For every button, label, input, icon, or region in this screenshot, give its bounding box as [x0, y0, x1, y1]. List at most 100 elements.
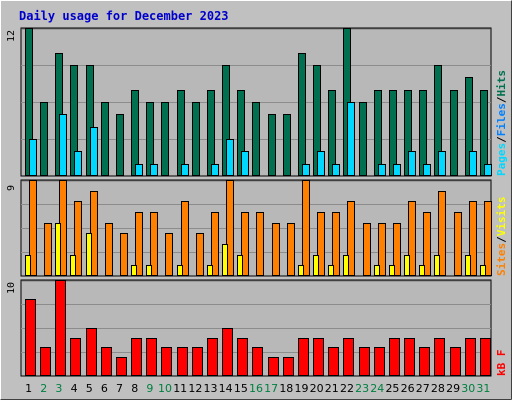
x-tick-label-day-17: 17 [264, 382, 278, 395]
kb-f-bar-day-24 [374, 347, 385, 376]
kb-f-bar-day-11 [177, 347, 188, 376]
sites-bar-day-4 [74, 201, 82, 276]
hits-bar-day-7 [116, 114, 124, 176]
kb-f-bar-day-4 [70, 338, 81, 376]
pages-bar-day-25 [393, 164, 401, 176]
panel-pages-files-hits: 12 [6, 27, 492, 177]
pages-bar-day-24 [378, 164, 386, 176]
hits-bar-day-23 [359, 102, 367, 176]
sites-bar-day-8 [135, 212, 143, 276]
x-tick-label-day-11: 11 [173, 382, 187, 395]
sites-bar-day-23 [363, 223, 371, 276]
pages-bar-day-19 [302, 164, 310, 176]
x-tick-label-day-7: 7 [116, 382, 123, 395]
x-tick-label-day-13: 13 [204, 382, 218, 395]
legend-kb-f-part [495, 356, 508, 363]
visits-bar-day-26 [404, 255, 410, 276]
legend-pages-files-hits-part: Pages [495, 143, 508, 176]
pages-bar-day-4 [74, 151, 82, 176]
x-tick-label-day-18: 18 [279, 382, 293, 395]
kb-f-bar-day-5 [86, 328, 97, 376]
visits-bar-day-13 [207, 265, 213, 276]
visits-bar-day-25 [389, 265, 395, 276]
kb-f-bar-day-26 [404, 338, 415, 376]
x-tick-label-day-25: 25 [385, 382, 399, 395]
x-tick-label-day-29: 29 [446, 382, 460, 395]
kb-f-bar-day-25 [389, 338, 400, 376]
sites-bar-day-16 [256, 212, 264, 276]
x-tick-label-day-28: 28 [431, 382, 445, 395]
x-tick-label-day-10: 10 [158, 382, 172, 395]
sites-bar-day-14 [226, 180, 234, 276]
hits-bar-day-12 [192, 102, 200, 176]
legend-pages-files-hits: Pages/Files/Hits [495, 70, 508, 176]
hits-bar-day-13 [207, 90, 215, 176]
sites-bar-day-7 [120, 233, 128, 276]
x-tick-label-day-2: 2 [40, 382, 47, 395]
hits-bar-day-18 [283, 114, 291, 176]
sites-bar-day-6 [105, 223, 113, 276]
kb-f-bar-day-3 [55, 280, 66, 376]
x-tick-label-day-6: 6 [101, 382, 108, 395]
x-tick-label-day-5: 5 [86, 382, 93, 395]
sites-bar-day-20 [317, 212, 325, 276]
hits-bar-day-31 [480, 90, 488, 176]
kb-f-bar-day-19 [298, 338, 309, 376]
hits-bar-day-10 [161, 102, 169, 176]
x-tick-label-day-3: 3 [55, 382, 62, 395]
y-axis-max-label: 9 [6, 185, 17, 191]
y-axis-max-label: 12 [6, 30, 17, 42]
sites-bar-day-28 [438, 191, 446, 276]
kb-f-bar-day-20 [313, 338, 324, 376]
visits-bar-day-11 [177, 265, 183, 276]
sites-bar-day-15 [241, 212, 249, 276]
hits-bar-day-29 [450, 90, 458, 176]
x-tick-label-day-15: 15 [234, 382, 248, 395]
kb-f-bar-day-15 [237, 338, 248, 376]
legend-kb-f-part: kB [495, 362, 508, 376]
hits-bar-day-27 [419, 90, 427, 176]
panel-kbytes: 10 [6, 279, 492, 377]
sites-bar-day-1 [29, 180, 37, 276]
hits-bar-day-19 [298, 53, 306, 176]
kb-f-bar-day-2 [40, 347, 51, 376]
kb-f-bar-day-16 [252, 347, 263, 376]
sites-bar-day-27 [423, 212, 431, 276]
hits-bar-day-11 [177, 90, 185, 176]
legend-sites-visits-part: / [495, 236, 508, 243]
kb-f-bar-day-7 [116, 357, 127, 376]
kb-f-bar-day-12 [192, 347, 203, 376]
visits-bar-day-30 [465, 255, 471, 276]
x-tick-label-day-12: 12 [188, 382, 202, 395]
kb-f-bar-day-17 [268, 357, 279, 376]
sites-bar-day-18 [287, 223, 295, 276]
kb-f-bar-day-29 [450, 347, 461, 376]
kb-f-bar-day-23 [359, 347, 370, 376]
pages-bar-day-21 [332, 164, 340, 176]
hits-bar-day-25 [389, 90, 397, 176]
pages-bar-day-26 [408, 151, 416, 176]
x-tick-label-day-16: 16 [249, 382, 263, 395]
x-tick-label-day-26: 26 [401, 382, 415, 395]
sites-bar-day-25 [393, 223, 401, 276]
legend-sites-visits: Sites/Visits [495, 197, 508, 277]
visits-bar-day-31 [480, 265, 486, 276]
sites-bar-day-26 [408, 201, 416, 276]
sites-bar-day-30 [469, 201, 477, 276]
kb-f-bar-day-22 [343, 338, 354, 376]
x-tick-label-day-1: 1 [25, 382, 32, 395]
visits-bar-day-24 [374, 265, 380, 276]
kb-f-bar-day-30 [465, 338, 476, 376]
kb-f-bar-day-21 [328, 347, 339, 376]
kb-f-bar-day-31 [480, 338, 491, 376]
legend-kb-f: kB F [495, 350, 508, 377]
sites-bar-day-9 [150, 212, 158, 276]
kb-f-bar-day-14 [222, 328, 233, 376]
legend-sites-visits-part: Visits [495, 197, 508, 237]
pages-bar-day-31 [484, 164, 492, 176]
legend-kb-f-part: F [495, 350, 508, 357]
visits-bar-day-20 [313, 255, 319, 276]
sites-bar-day-11 [181, 201, 189, 276]
